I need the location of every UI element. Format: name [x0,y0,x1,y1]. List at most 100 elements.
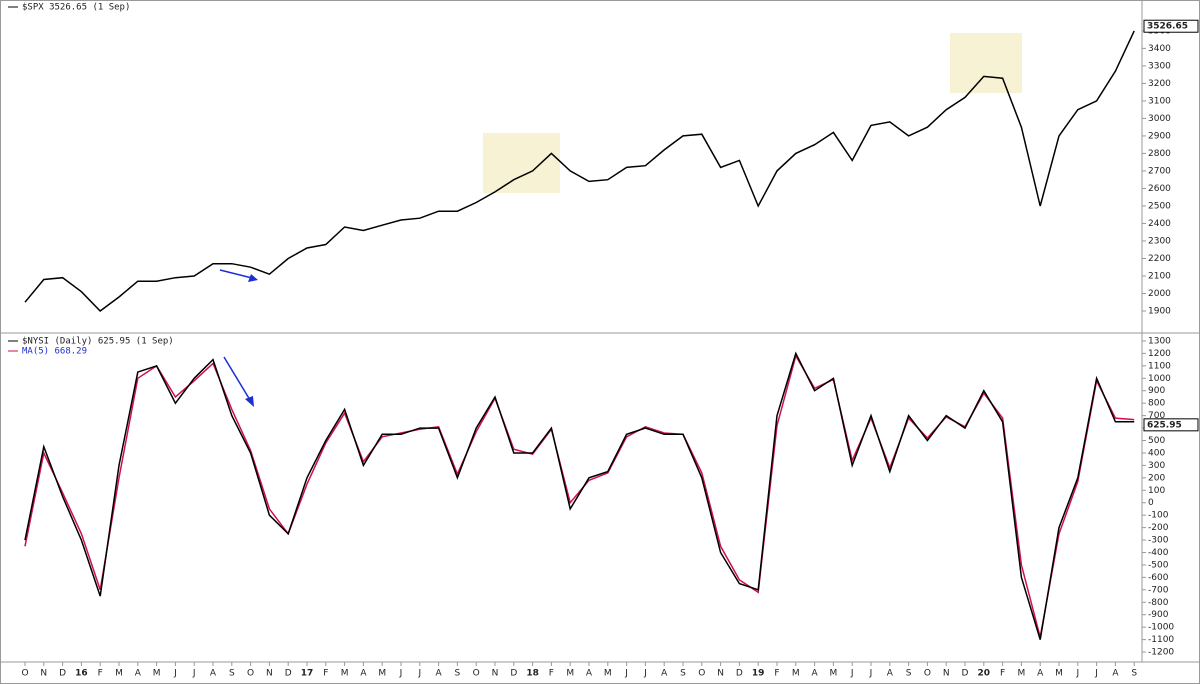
x-tick-label: J [1094,669,1098,679]
x-tick-label: J [624,669,628,679]
x-tick-label: F [1000,669,1005,679]
y-tick-label: 800 [1148,399,1165,409]
arrow [219,269,253,279]
x-tick-label: M [1055,669,1063,679]
y-tick-label: 3200 [1148,79,1171,89]
y-tick-label: -800 [1148,598,1169,608]
x-tick-label: J [192,669,196,679]
x-tick-label: J [417,669,421,679]
x-tick-label: F [549,669,554,679]
y-tick-label: 1900 [1148,306,1171,316]
y-tick-label: 1200 [1148,349,1171,359]
x-tick-label: D [285,669,292,679]
chart-title: $SPX 3526.65 (1 Sep) [22,3,130,13]
x-tick-label: N [943,669,950,679]
y-tick-label: 2500 [1148,201,1171,211]
last-value-label: 625.95 [1147,420,1182,430]
x-tick-label: A [586,669,593,679]
y-tick-label: -500 [1148,560,1169,570]
y-tick-label: -1000 [1148,623,1174,633]
x-tick-label: D [59,669,66,679]
x-tick-label: N [266,669,273,679]
x-tick-label: M [153,669,161,679]
x-tick-label: J [173,669,177,679]
y-tick-label: 400 [1148,448,1165,458]
y-tick-label: 700 [1148,411,1165,421]
series-line [24,30,1135,312]
x-tick-label: 20 [978,669,991,679]
y-tick-label: 3300 [1148,61,1171,71]
x-tick-label: J [643,669,647,679]
x-tick-label: M [792,669,800,679]
x-tick-label: O [698,669,705,679]
x-tick-label: J [1075,669,1079,679]
y-tick-label: 2300 [1148,236,1171,246]
x-tick-label: M [830,669,838,679]
arrow-head [245,396,254,407]
y-tick-label: 0 [1148,498,1154,508]
x-tick-label: O [247,669,254,679]
x-tick-label: A [661,669,668,679]
x-tick-label: O [473,669,480,679]
y-tick-label: -600 [1148,573,1169,583]
y-tick-label: 2400 [1148,219,1171,229]
y-tick-label: 1000 [1148,374,1171,384]
highlight-box [950,33,1022,93]
x-tick-label: D [736,669,743,679]
last-value-label: 3526.65 [1147,22,1188,32]
x-tick-label: S [1131,669,1137,679]
y-tick-label: -400 [1148,548,1169,558]
x-tick-label: A [887,669,894,679]
x-tick-label: S [680,669,686,679]
x-tick-label: M [604,669,612,679]
x-tick-label: S [229,669,235,679]
y-tick-label: 2200 [1148,254,1171,264]
y-tick-label: 900 [1148,386,1165,396]
y-tick-label: 1100 [1148,361,1171,371]
x-tick-label: A [1037,669,1044,679]
x-tick-label: 19 [752,669,765,679]
x-tick-label: F [323,669,328,679]
y-tick-label: 3400 [1148,44,1171,54]
y-tick-label: 300 [1148,461,1165,471]
legend-label: $NYSI (Daily) 625.95 (1 Sep) [22,337,174,347]
x-tick-label: M [566,669,574,679]
y-tick-label: 3100 [1148,96,1171,106]
arrow [223,356,251,401]
y-tick-label: 200 [1148,473,1165,483]
x-tick-label: A [135,669,142,679]
last-value-box [1143,418,1199,432]
x-tick-label: O [21,669,28,679]
x-tick-label: A [1112,669,1119,679]
x-tick-label: A [436,669,443,679]
x-tick-label: D [510,669,517,679]
x-tick-label: F [774,669,779,679]
y-tick-label: 1300 [1148,336,1171,346]
x-tick-label: N [40,669,47,679]
x-tick-label: J [869,669,873,679]
y-tick-label: 2800 [1148,149,1171,159]
x-tick-label: M [341,669,349,679]
x-tick-label: M [1018,669,1026,679]
x-tick-label: S [906,669,912,679]
x-tick-label: N [492,669,499,679]
x-tick-label: S [455,669,461,679]
y-tick-label: -200 [1148,523,1169,533]
x-tick-label: N [717,669,724,679]
highlight-box [483,133,560,193]
y-tick-label: 3000 [1148,114,1171,124]
y-tick-label: 2900 [1148,131,1171,141]
x-tick-label: M [378,669,386,679]
legend-label: MA(5) 668.29 [22,347,87,357]
x-tick-label: A [360,669,367,679]
x-tick-label: A [812,669,819,679]
arrow-head [248,274,258,282]
y-tick-label: 500 [1148,436,1165,446]
x-tick-label: J [399,669,403,679]
x-tick-label: 16 [75,669,88,679]
x-tick-label: M [115,669,123,679]
y-tick-label: -700 [1148,585,1169,595]
last-value-box [1143,19,1199,33]
